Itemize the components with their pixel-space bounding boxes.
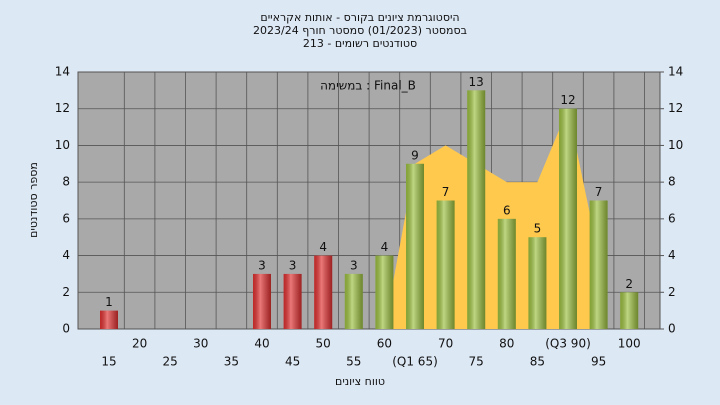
chart-subtitle: בסמסטר (01/2023) סמסטר חורף 2023/24 (253, 24, 467, 37)
x-tick-label: 15 (101, 355, 116, 369)
y-tick-label: 4 (62, 248, 70, 262)
bar-shade (589, 200, 608, 329)
legend-label: במשימה : Final_B (320, 79, 416, 93)
data-label: 5 (534, 222, 542, 236)
x-tick-label: 80 (499, 337, 514, 351)
y2-tick-label: 2 (668, 285, 676, 299)
bar-shade (344, 273, 363, 329)
y-tick-label: 2 (62, 285, 70, 299)
data-label: 7 (442, 185, 450, 199)
y2-tick-label: 14 (668, 65, 683, 79)
y2-tick-label: 6 (668, 211, 676, 225)
y2-tick-label: 8 (668, 175, 676, 189)
data-label: 9 (411, 148, 419, 162)
data-label: 3 (258, 258, 266, 272)
data-label: 1 (105, 295, 113, 309)
data-label: 2 (625, 277, 633, 291)
x-tick-label: (Q1 65) (392, 355, 438, 369)
bar-shade (497, 218, 516, 329)
y2-tick-label: 0 (668, 322, 676, 336)
bar-shade (559, 108, 577, 329)
y-tick-label: 8 (62, 175, 70, 189)
y-tick-label: 10 (55, 138, 70, 152)
y-tick-label: 6 (62, 211, 70, 225)
x-axis-label: טווח ציונים (335, 375, 385, 388)
bar-shade (528, 237, 547, 329)
x-tick-label: 75 (469, 355, 484, 369)
x-tick-label: 95 (591, 355, 606, 369)
x-tick-label: 55 (346, 355, 361, 369)
y2-tick-label: 10 (668, 138, 683, 152)
y-tick-label: 14 (55, 65, 70, 79)
bar-shade (467, 90, 486, 329)
bar-shade (375, 255, 394, 329)
x-tick-label: 60 (377, 337, 392, 351)
data-label: 6 (503, 203, 511, 217)
bar-shade (314, 255, 333, 329)
y-axis-label: מספר סטודנטים (27, 162, 40, 238)
bar-shade (100, 310, 118, 329)
x-tick-label: (Q3 90) (545, 337, 591, 351)
x-tick-label: 100 (618, 337, 641, 351)
data-label: 4 (319, 240, 327, 254)
y-tick-label: 0 (62, 322, 70, 336)
bar-shade (436, 200, 455, 329)
y2-tick-label: 4 (668, 248, 676, 262)
data-label: 3 (350, 258, 358, 272)
x-tick-label: 85 (530, 355, 545, 369)
y-tick-label: 12 (55, 101, 70, 115)
data-label: 4 (381, 240, 389, 254)
y2-tick-label: 12 (668, 101, 683, 115)
chart-title: היסטוגרמת ציונים בקורס - אותות אקראיים (260, 11, 459, 24)
chart-subtitle: סטודנטים רשומים - 213 (303, 37, 417, 50)
x-tick-label: 45 (285, 355, 300, 369)
x-tick-label: 35 (224, 355, 239, 369)
bar-shade (620, 292, 639, 329)
x-tick-label: 25 (163, 355, 178, 369)
x-tick-label: 50 (316, 337, 331, 351)
data-label: 7 (595, 185, 603, 199)
bar-shade (406, 163, 424, 329)
data-label: 12 (560, 93, 575, 107)
bar-shade (283, 273, 302, 329)
data-label: 13 (469, 75, 484, 89)
x-tick-label: 70 (438, 337, 453, 351)
x-tick-label: 30 (193, 337, 208, 351)
bar-shade (253, 273, 271, 329)
x-tick-label: 40 (254, 337, 269, 351)
x-tick-label: 20 (132, 337, 147, 351)
data-label: 3 (289, 258, 297, 272)
